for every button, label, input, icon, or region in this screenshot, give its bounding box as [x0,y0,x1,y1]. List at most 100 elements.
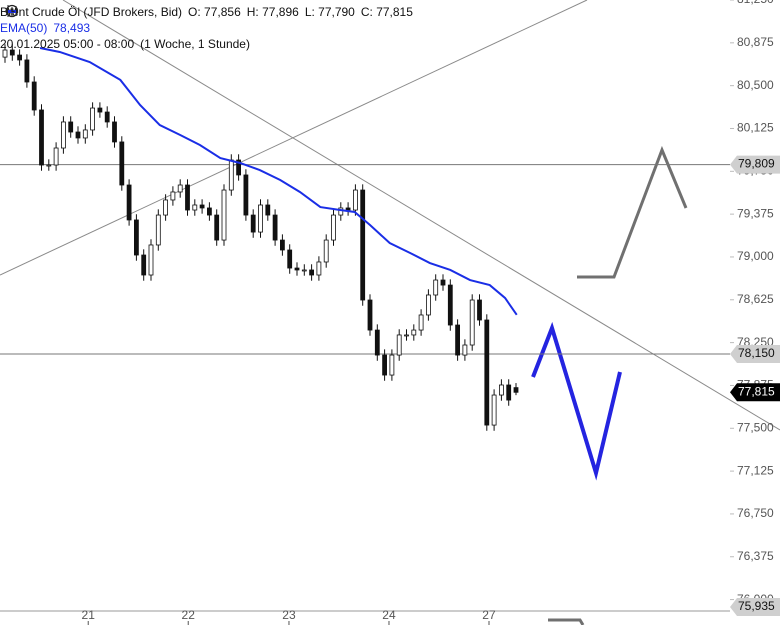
candle-body [301,269,307,272]
ema-line [39,46,518,316]
legend-row: Brent Crude Öl (JFD Brokers, Bid) O: 77,… [0,4,419,20]
x-tick-label: 27 [482,608,496,622]
x-tick-label: 24 [382,608,396,622]
candle-body [9,49,15,56]
candle-body [513,387,519,393]
scenario-arrow [548,618,585,625]
candle-body [491,394,497,426]
price-marker [730,155,780,174]
candle-body [155,214,161,246]
candle-body [360,189,366,301]
candle-body [280,239,285,251]
candle-body [134,219,139,256]
candle-body [426,294,431,316]
candle-body [68,121,74,133]
candle-body [90,107,96,131]
candle-body [221,189,227,241]
price-marker-label: 79,809 [738,157,775,171]
candle-body [433,279,439,296]
price-marker [730,598,780,617]
candle-body [82,129,88,139]
candle-body [214,214,220,241]
y-tick-label: 79,375 [737,206,774,220]
y-tick-label: 78,625 [737,292,774,306]
candle-body [207,207,212,216]
candle-body [338,207,344,216]
y-tick-label: 76,375 [737,549,774,563]
y-tick-label: 79,000 [737,249,774,263]
candle-body [382,354,388,376]
candle-body [126,184,132,221]
scenario-arrow [531,321,622,481]
price-marker-label: 75,935 [738,599,775,613]
price-marker [730,345,780,364]
candle-body [170,191,176,201]
y-tick-label: 80,500 [737,78,774,92]
y-tick-label: 77,500 [737,420,774,434]
candle-body [97,107,103,113]
y-tick-label: 80,125 [737,121,774,135]
price-marker [730,383,780,402]
candle-body [316,261,322,276]
y-tick-label: 81,250 [737,0,774,6]
candle-body [440,279,446,286]
candle-body [469,299,475,346]
x-tick-label: 23 [282,608,296,622]
candle-body [75,131,81,139]
candle-body [243,174,249,216]
legend-entry: EMA(50) [0,21,48,35]
ohlc-label: L: 77,790 [304,5,355,19]
candle-body [199,204,205,209]
candle-body [39,109,44,166]
candle-body [112,121,117,143]
candle-body [287,249,293,269]
candle-body [323,239,329,263]
candle-body [477,299,482,321]
candle-body [141,254,147,276]
price-marker-label: 77,815 [738,384,775,398]
candle-body [46,164,52,167]
candle-body [309,269,315,276]
candle-body [331,214,336,241]
candle-body [404,334,409,337]
ohlc-label: C: 77,815 [360,5,413,19]
candles [2,44,519,431]
ohlc-label: H: 77,896 [246,5,299,19]
candle-body [367,299,373,331]
candle-body [24,59,30,83]
candle-body [177,184,183,193]
ohlc-label: O: 77,856 [188,5,241,19]
candle-body [353,189,358,211]
candle-body [53,147,59,166]
candle-body [185,184,190,211]
candle-body [250,214,256,233]
candle-body [61,121,66,149]
candle-body [418,314,424,331]
candle-body [31,81,37,111]
y-tick-label: 76,750 [737,506,774,520]
y-tick-label: 77,125 [737,463,774,477]
candle-body [2,49,8,58]
x-tick-label: 21 [82,608,96,622]
candle-body [455,324,461,356]
candle-body [499,384,504,396]
candle-body [484,319,490,426]
candle-body [258,204,263,233]
candle-body [462,344,468,356]
candle-body [236,159,242,176]
candle-body [228,159,234,191]
legend-row: EMA(50) 78,493 [0,10,419,36]
candle-body [104,111,110,123]
date-range: 20.01.2025 05:00 - 08:00 [0,37,135,51]
candle-body [294,267,300,271]
y-tick-label: 80,875 [737,35,774,49]
candle-body [389,354,395,376]
clock-icon [5,4,19,18]
legend: Brent Crude Öl (JFD Brokers, Bid) O: 77,… [0,4,419,52]
candle-body [345,207,351,211]
candle-body [148,244,154,276]
candle-body [265,204,271,216]
